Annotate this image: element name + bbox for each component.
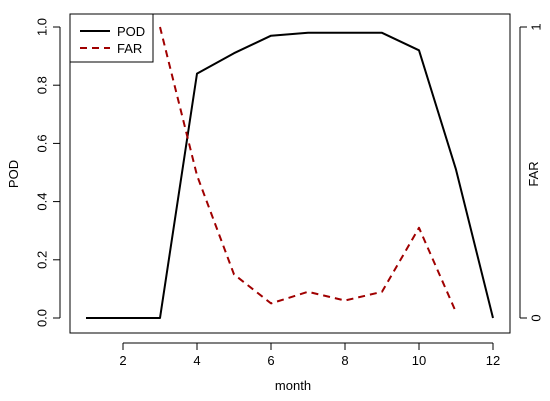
y-tick-label-left: 0.4 [35, 193, 50, 211]
series-line-far [159, 26, 457, 313]
plot-box [69, 13, 511, 334]
x-axis: 2 4 6 8 10 12 [119, 342, 500, 368]
x-tick-label: 12 [486, 353, 500, 368]
y-axis-right: 01 [519, 23, 544, 322]
x-tick-label: 8 [341, 353, 348, 368]
y-axis-label-right: FAR [526, 161, 541, 186]
legend-label-far: FAR [117, 41, 142, 56]
y-tick-label-left: 0.8 [35, 76, 50, 94]
legend: POD FAR [69, 13, 154, 63]
x-tick-label: 6 [267, 353, 274, 368]
series-line-pod [86, 31, 494, 319]
x-tick-label: 10 [412, 353, 426, 368]
y-tick-label-left: 1.0 [35, 18, 50, 36]
y-axis-label-left: POD [6, 160, 21, 188]
legend-box [69, 13, 154, 63]
y-tick-label-right: 0 [529, 314, 544, 321]
y-axis-left: 0.0 0.2 0.4 0.6 0.8 1.0 [35, 18, 61, 327]
legend-label-pod: POD [117, 24, 145, 39]
y-tick-label-left: 0.6 [35, 134, 50, 152]
x-axis-label: month [275, 378, 311, 393]
x-tick-label: 4 [193, 353, 200, 368]
series-layer [86, 26, 494, 319]
y-tick-label-left: 0.0 [35, 309, 50, 327]
y-tick-label-left: 0.2 [35, 251, 50, 269]
y-tick-label-right: 1 [529, 23, 544, 30]
x-tick-label: 2 [119, 353, 126, 368]
